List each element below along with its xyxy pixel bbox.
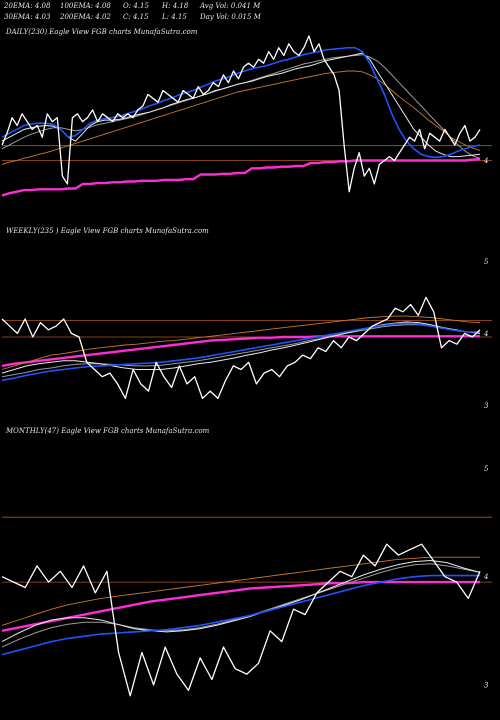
monthly-y-tick-3: 3 (484, 681, 489, 689)
stat-open: O: 4.15 (123, 2, 149, 10)
monthly-series-ema-200 (1, 580, 480, 632)
weekly-title: WEEKLY(235 ) Eagle View FGB charts Munaf… (6, 227, 209, 235)
monthly-title: MONTHLY(47) Eagle View FGB charts Munafa… (5, 427, 210, 435)
weekly-y-tick-5: 5 (484, 258, 489, 266)
header-stats: 20EMA: 4.08 100EMA: 4.08 O: 4.15 H: 4.18… (3, 2, 262, 21)
monthly-series-ema-mid (1, 574, 480, 656)
weekly-series-ema-mid (1, 322, 480, 382)
daily-series-ema-200 (1, 157, 481, 197)
monthly-y-tick-5: 5 (484, 465, 489, 473)
monthly-y-tick-4: 4 (483, 573, 488, 581)
daily-y-tick-4: 4 (483, 157, 488, 165)
stat-200ema: 200EMA: 4.02 (59, 13, 111, 21)
daily-series-ema-mid (1, 46, 481, 159)
stat-30ema: 30EMA: 4.03 (4, 13, 51, 21)
daily-series-price (1, 35, 481, 193)
weekly-series-price (1, 296, 481, 400)
stat-close: C: 4.15 (123, 13, 149, 21)
monthly-panel: MONTHLY(47) Eagle View FGB charts Munafa… (1, 427, 492, 697)
stat-low: L: 4.15 (161, 13, 187, 21)
monthly-series-ema-slow (1, 563, 481, 648)
daily-title: DAILY(230) Eagle View FGB charts MunafaS… (5, 28, 198, 36)
weekly-series-ema-slow (1, 324, 481, 378)
weekly-series-ema-fast (1, 321, 481, 374)
stat-avg-vol: Avg Vol: 0.041 M (199, 2, 261, 10)
daily-panel: DAILY(230) Eagle View FGB charts MunafaS… (1, 28, 492, 197)
weekly-series-ema-long (1, 315, 481, 370)
monthly-series-ema-fast (1, 560, 481, 643)
weekly-y-tick-3: 3 (484, 402, 489, 410)
stat-100ema: 100EMA: 4.08 (60, 2, 111, 10)
weekly-series-ema-200 (1, 335, 480, 368)
stat-day-vol: Day Vol: 0.015 M (199, 13, 262, 21)
weekly-y-tick-4: 4 (483, 330, 488, 338)
daily-series-ema-long (1, 70, 481, 165)
weekly-panel: WEEKLY(235 ) Eagle View FGB charts Munaf… (1, 227, 492, 410)
stat-20ema: 20EMA: 4.08 (3, 2, 51, 10)
monthly-series-ema-long (1, 556, 480, 626)
daily-series-ema-fast (1, 52, 481, 158)
monthly-series-price (1, 543, 481, 697)
stat-high: H: 4.18 (161, 2, 189, 10)
